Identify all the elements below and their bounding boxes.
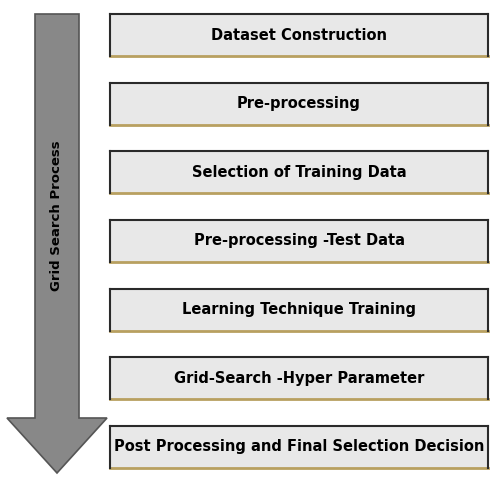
Text: Dataset Construction: Dataset Construction xyxy=(211,27,387,42)
Polygon shape xyxy=(7,14,107,473)
Bar xyxy=(110,289,488,331)
Text: Grid Search Process: Grid Search Process xyxy=(50,141,64,291)
Bar xyxy=(110,151,488,193)
Text: Grid-Search -Hyper Parameter: Grid-Search -Hyper Parameter xyxy=(174,371,424,386)
Text: Selection of Training Data: Selection of Training Data xyxy=(192,165,406,180)
Text: Learning Technique Training: Learning Technique Training xyxy=(182,302,416,317)
Text: Pre-processing: Pre-processing xyxy=(237,96,361,111)
Text: Pre-processing -Test Data: Pre-processing -Test Data xyxy=(194,233,404,249)
Bar xyxy=(110,357,488,399)
Bar xyxy=(110,83,488,125)
Bar xyxy=(110,14,488,56)
Bar xyxy=(110,220,488,262)
Text: Post Processing and Final Selection Decision: Post Processing and Final Selection Deci… xyxy=(114,440,484,455)
Bar xyxy=(110,426,488,468)
